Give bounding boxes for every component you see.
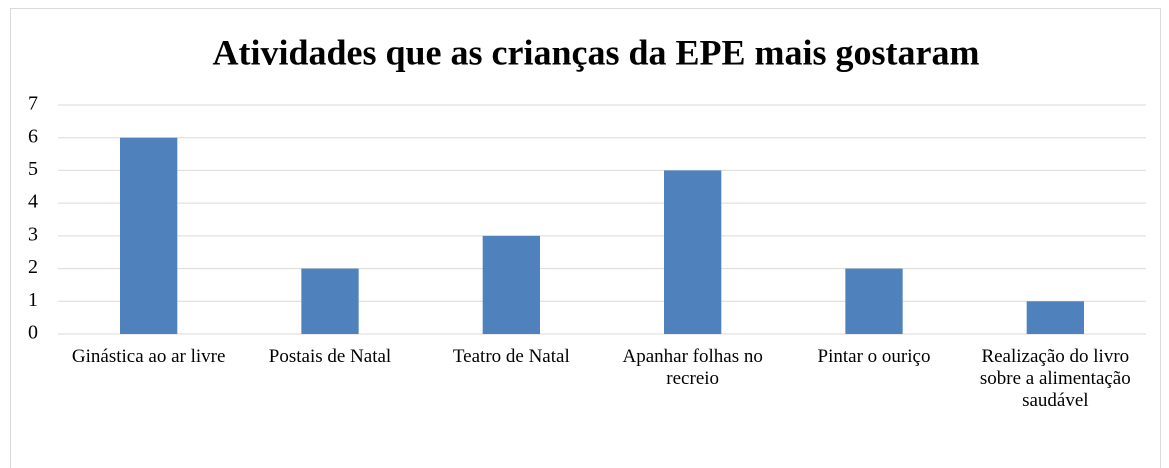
bar [845,268,903,334]
y-tick-label: 5 [28,158,38,180]
y-tick-label: 1 [28,289,38,311]
chart-title: Atividades que as crianças da EPE mais g… [212,32,979,72]
x-tick-label: Realização do livro sobre a alimentação … [979,346,1131,411]
bar [120,137,178,334]
bar [664,170,722,334]
x-tick-label: Ginástica ao ar livre [71,346,226,367]
y-tick-label: 0 [28,322,38,344]
y-tick-label: 6 [28,125,38,147]
x-tick-label: Teatro de Natal [452,346,570,367]
y-tick-label: 7 [28,93,38,115]
bar [301,268,359,334]
y-tick-label: 3 [28,223,38,245]
bar [1026,301,1084,334]
x-tick-label: Apanhar folhas no recreio [622,346,763,389]
y-tick-label: 2 [28,256,38,278]
chart-border [10,8,1161,468]
x-tick-label: Pintar o ouriço [817,346,931,367]
x-tick-label: Postais de Natal [268,346,392,367]
bar [482,235,540,334]
y-tick-label: 4 [28,191,38,213]
